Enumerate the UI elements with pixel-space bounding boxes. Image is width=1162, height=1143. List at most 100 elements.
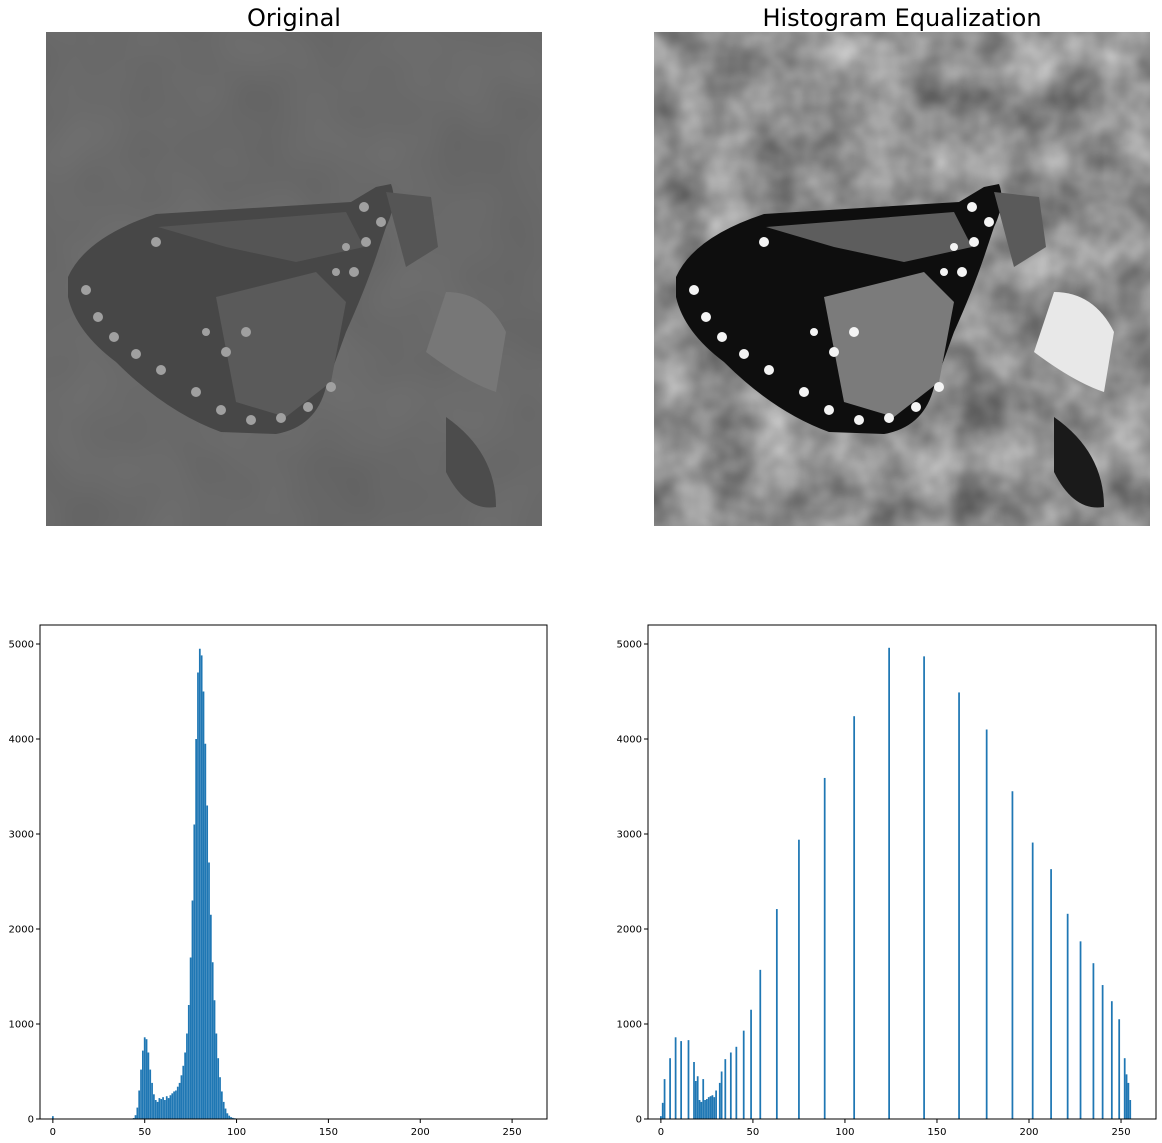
x-tick-label: 200 (1019, 1127, 1038, 1136)
histogram-bar (707, 1097, 710, 1119)
equalized-histogram-chart: 0 50 100 150 200 250 0 1000 2000 3000 4000 5000 (617, 624, 1157, 1136)
histogram-bar (200, 655, 203, 1119)
original-butterfly-image (46, 32, 542, 526)
y-tick-label: 0 (636, 1115, 642, 1126)
histogram-bar (1031, 842, 1034, 1119)
x-tick-label: 200 (411, 1127, 430, 1136)
histogram-bar (178, 1082, 181, 1119)
histogram-bar (165, 1096, 168, 1119)
histogram-bar (694, 1081, 697, 1119)
y-tick-label: 2000 (617, 925, 642, 936)
y-tick-label: 3000 (617, 830, 642, 841)
histogram-bar (143, 1037, 146, 1119)
histogram-bar (141, 1050, 144, 1119)
histogram-bar (147, 1052, 150, 1119)
histogram-bar (197, 672, 199, 1119)
histogram-bar (704, 1100, 706, 1119)
histogram-bar (1118, 1019, 1121, 1119)
histogram-bar (687, 1040, 690, 1119)
histogram-bar (700, 1101, 703, 1119)
histogram-bar (729, 1052, 732, 1119)
histogram-bar (1092, 963, 1095, 1119)
histogram-bar (164, 1100, 166, 1119)
histogram-bar (175, 1090, 177, 1119)
histogram-bar (660, 1116, 662, 1119)
histogram-bar (158, 1098, 161, 1119)
histogram-bar (193, 824, 196, 1119)
histogram-bar (195, 739, 198, 1119)
histogram-bar (1011, 791, 1014, 1119)
equalized-butterfly-shape (676, 184, 1114, 508)
histogram-bar (230, 1117, 232, 1119)
original-histogram-chart: 0 50 100 150 200 250 0 1000 2000 3000 4000 5000 (9, 624, 548, 1136)
x-tick-label: 0 (658, 1127, 664, 1136)
histogram-bar (156, 1101, 159, 1119)
histogram-bar (669, 1058, 671, 1119)
histogram-bar (211, 962, 214, 1119)
equalized-butterfly-image (654, 32, 1150, 526)
histogram-bar (209, 914, 212, 1119)
histogram-bar (709, 1096, 712, 1119)
histogram-bar (888, 647, 890, 1119)
histogram-bar (162, 1097, 164, 1119)
histogram-bar (145, 1039, 148, 1119)
histogram-bar (693, 1062, 695, 1119)
x-tick-label: 50 (747, 1127, 760, 1136)
histogram-bar (182, 1065, 185, 1119)
histogram-bar (134, 1115, 137, 1119)
y-tick-label: 1000 (617, 1020, 642, 1031)
histogram-bar (923, 656, 925, 1119)
histogram-bar (718, 1082, 721, 1119)
histogram-bar (224, 1108, 227, 1119)
original-butterfly-shape (68, 184, 506, 508)
x-tick-label: 150 (927, 1127, 946, 1136)
histogram-bar (226, 1113, 229, 1119)
histogram-bar (217, 1058, 220, 1119)
x-tick-label: 150 (319, 1127, 338, 1136)
y-tick-label: 2000 (9, 925, 34, 936)
histogram-bar (1127, 1082, 1130, 1119)
histogram-bar (1129, 1100, 1132, 1119)
histogram-bar (222, 1101, 225, 1119)
histogram-bar (1066, 913, 1069, 1119)
x-tick-label: 0 (50, 1127, 56, 1136)
histogram-bar (138, 1090, 141, 1119)
histogram-bar (724, 1059, 727, 1119)
x-tick-label: 50 (138, 1127, 151, 1136)
histogram-bar (189, 957, 192, 1119)
histogram-bar (186, 1033, 188, 1119)
histogram-bar (715, 1090, 717, 1119)
histogram-bar (215, 1033, 218, 1119)
histogram-bar (180, 1075, 183, 1119)
x-tick-label: 250 (503, 1127, 522, 1136)
histogram-bar (706, 1099, 708, 1119)
histogram-bar (173, 1091, 175, 1119)
histogram-bar (169, 1095, 172, 1119)
y-tick-label: 4000 (617, 735, 642, 746)
histogram-bar (184, 1052, 186, 1119)
y-tick-label: 1000 (9, 1020, 34, 1031)
histogram-bar (853, 716, 856, 1119)
histogram-bar (151, 1082, 153, 1119)
histogram-bar (208, 862, 210, 1119)
histogram-bar (674, 1037, 677, 1119)
equalized-title: Histogram Equalization (762, 4, 1042, 32)
original-title: Original (247, 4, 341, 32)
histogram-bar (149, 1069, 152, 1119)
histogram-bar (798, 839, 800, 1119)
histogram-bar (775, 909, 778, 1119)
histogram-bar (176, 1086, 179, 1119)
histogram-bar (206, 805, 209, 1119)
histogram-bar (160, 1099, 163, 1119)
x-tick-label: 100 (227, 1127, 246, 1136)
histogram-bar (713, 1097, 716, 1119)
histogram-bar (1125, 1074, 1128, 1119)
histogram-bar (154, 1100, 157, 1119)
histogram-bar (187, 1005, 190, 1119)
histogram-bar (198, 648, 201, 1119)
histogram-bar (213, 1000, 216, 1119)
histogram-bar (1050, 869, 1052, 1119)
histogram-bar (663, 1079, 666, 1119)
histogram-bar (191, 900, 194, 1119)
y-tick-label: 5000 (9, 640, 34, 651)
